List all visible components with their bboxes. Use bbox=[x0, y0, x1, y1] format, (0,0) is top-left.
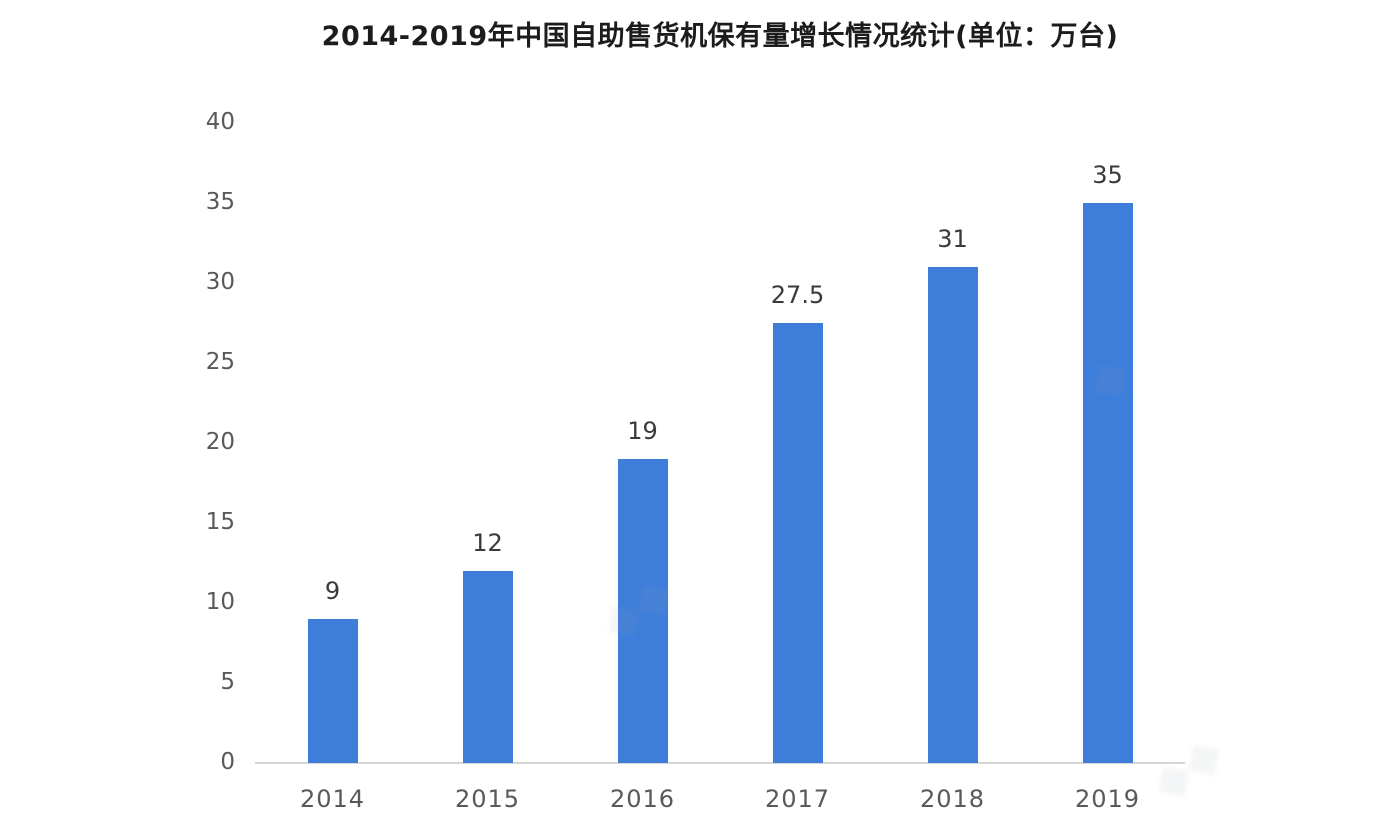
bar bbox=[617, 459, 668, 763]
bar-value-label: 19 bbox=[627, 417, 658, 445]
y-axis-tick-label: 0 bbox=[220, 749, 235, 775]
bar bbox=[772, 323, 823, 763]
x-axis-label: 2018 bbox=[919, 785, 986, 813]
bar bbox=[1082, 203, 1133, 763]
y-axis-tick-label: 35 bbox=[205, 189, 235, 215]
bar-value-label: 9 bbox=[324, 577, 341, 605]
bar-value-label: 35 bbox=[1092, 161, 1123, 189]
x-axis-label: 2015 bbox=[454, 785, 521, 813]
y-axis-tick-label: 5 bbox=[220, 669, 235, 695]
chart-title: 2014-2019年中国自助售货机保有量增长情况统计(单位：万台) bbox=[321, 21, 1119, 52]
x-axis-label: 2017 bbox=[764, 785, 831, 813]
bar bbox=[307, 619, 358, 763]
y-axis-tick-label: 40 bbox=[205, 109, 235, 135]
bar-value-label: 12 bbox=[472, 529, 503, 557]
bar-value-label: 31 bbox=[937, 225, 968, 253]
x-axis-label: 2019 bbox=[1074, 785, 1141, 813]
y-axis-tick-label: 30 bbox=[205, 269, 235, 295]
bar bbox=[462, 571, 513, 763]
y-axis-tick-label: 20 bbox=[205, 429, 235, 455]
y-axis-tick-label: 15 bbox=[205, 509, 235, 535]
bar-value-label: 27.5 bbox=[770, 281, 825, 309]
x-axis-label: 2016 bbox=[609, 785, 676, 813]
x-axis-line bbox=[255, 762, 1185, 764]
x-axis-label: 2014 bbox=[299, 785, 366, 813]
y-axis-tick-label: 10 bbox=[205, 589, 235, 615]
y-axis-tick-label: 25 bbox=[205, 349, 235, 375]
bar bbox=[927, 267, 978, 763]
